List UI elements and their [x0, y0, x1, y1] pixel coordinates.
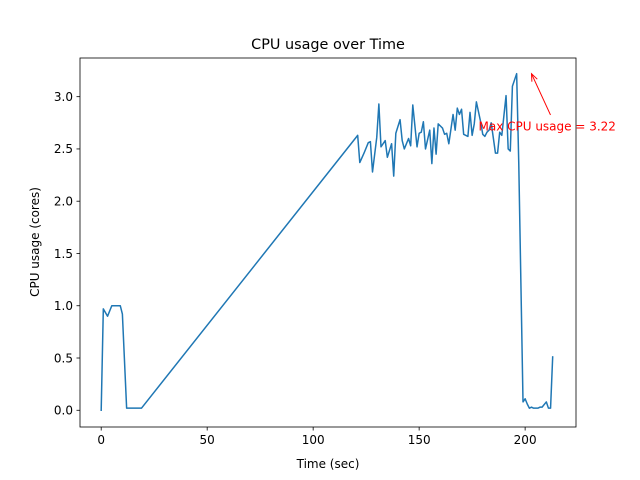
- annotation-arrow-shaft: [531, 73, 551, 116]
- y-tick-label: 3.0: [54, 90, 73, 104]
- y-tick-label: 2.5: [54, 142, 73, 156]
- x-tick-label: 100: [302, 433, 325, 447]
- y-axis-ticks: 0.0 0.5 1.0 1.5 2.0 2.5 3.0: [54, 90, 80, 418]
- y-tick-label: 1.0: [54, 299, 73, 313]
- y-tick-label: 1.5: [54, 247, 73, 261]
- chart-title: CPU usage over Time: [251, 37, 405, 53]
- series-layer: [100, 72, 554, 412]
- y-tick-label: 0.0: [54, 404, 73, 418]
- y-tick-label: 2.0: [54, 195, 73, 209]
- x-tick-label: 200: [514, 433, 537, 447]
- max-cpu-annotation-label: Max CPU usage = 3.22: [478, 119, 615, 133]
- annotation-layer: Max CPU usage = 3.22: [478, 72, 616, 133]
- plot-frame: [79, 57, 577, 428]
- x-tick-label: 0: [97, 433, 105, 447]
- plot-area: [80, 58, 576, 427]
- x-tick-label: 150: [408, 433, 431, 447]
- x-axis-ticks: 0 50 100 150 200: [97, 427, 537, 447]
- y-axis-label: CPU usage (cores): [28, 187, 42, 297]
- y-tick-label: 0.5: [54, 351, 73, 365]
- x-tick-label: 50: [200, 433, 215, 447]
- series-line-0: [100, 72, 554, 412]
- annotation-arrow-head: [530, 72, 538, 82]
- x-axis-label: Time (sec): [296, 457, 360, 471]
